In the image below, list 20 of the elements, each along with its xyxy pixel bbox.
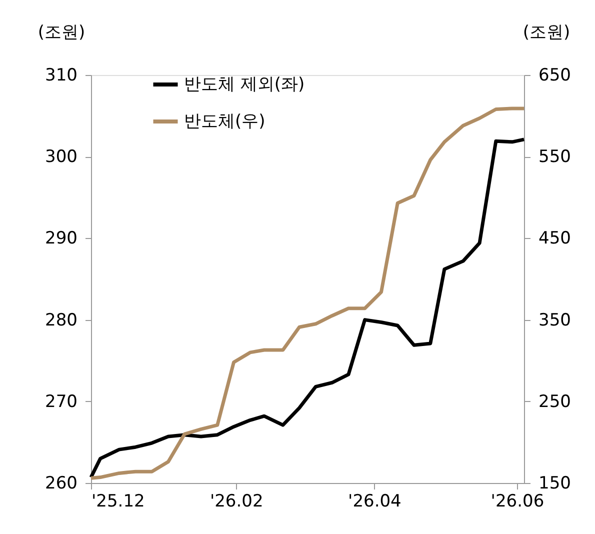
y2-tick-label: 150 [538, 474, 571, 494]
y-tick-label: 290 [45, 228, 78, 249]
y-tick-label: 270 [45, 392, 78, 412]
y-tick-label: 300 [45, 147, 78, 168]
x-tick-label: '25.12 [92, 492, 145, 512]
legend-label: 반도체 제외(좌) [184, 74, 305, 94]
y2-tick-label: 650 [538, 66, 571, 86]
y-tick-label: 280 [45, 310, 78, 330]
y2-tick-label: 450 [538, 228, 571, 249]
y-axis-title: (조원) [38, 22, 86, 42]
y2-tick-label: 350 [538, 310, 571, 330]
y2-axis-title: (조원) [522, 22, 570, 42]
y2-tick-label: 550 [538, 147, 571, 168]
y-tick-label: 310 [45, 66, 78, 86]
legend-label: 반도체(우) [184, 112, 266, 132]
x-tick-label: '26.06 [490, 492, 544, 512]
y-tick-label: 260 [45, 474, 78, 494]
x-tick-label: '26.02 [210, 492, 264, 512]
y2-tick-label: 250 [538, 392, 571, 412]
x-tick-label: '26.04 [348, 492, 402, 512]
